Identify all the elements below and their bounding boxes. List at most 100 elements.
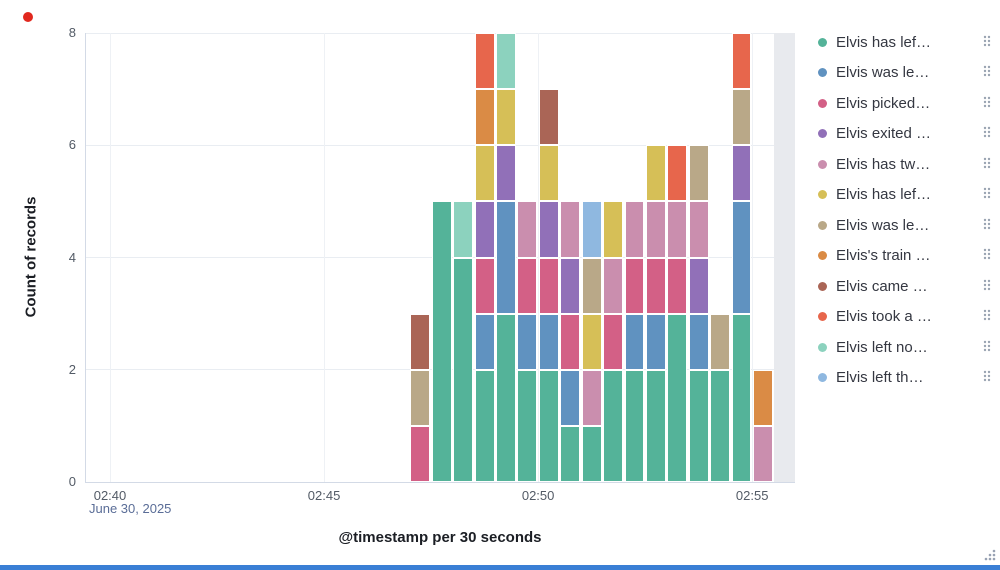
bar-segment[interactable] (731, 201, 752, 314)
legend-actions-button[interactable] (980, 154, 994, 175)
bar-segment[interactable] (581, 257, 602, 314)
bar-segment[interactable] (645, 313, 666, 370)
bar-segment[interactable] (410, 313, 431, 370)
legend-item[interactable]: Elvis left th… (818, 363, 994, 394)
bar-segment[interactable] (496, 89, 516, 146)
bar-segment[interactable] (517, 369, 538, 482)
bar-segment[interactable] (474, 369, 495, 482)
panel-resize-handle-icon[interactable] (981, 546, 997, 562)
bar-segment[interactable] (624, 313, 645, 370)
bar-segment[interactable] (538, 369, 559, 482)
bar-segment[interactable] (560, 257, 581, 314)
bar-segment[interactable] (731, 89, 752, 146)
legend-actions-button[interactable] (980, 62, 994, 83)
legend-actions-button[interactable] (980, 306, 994, 327)
legend-item[interactable]: Elvis was le… (818, 58, 994, 89)
bar-segment[interactable] (603, 201, 623, 258)
legend-actions-button[interactable] (980, 337, 994, 358)
bar-segment[interactable] (517, 313, 538, 370)
legend-item[interactable]: Elvis was le… (818, 210, 994, 241)
legend-actions-button[interactable] (980, 184, 994, 205)
bar-segment[interactable] (560, 313, 581, 370)
bar-segment[interactable] (496, 145, 516, 202)
bar-segment[interactable] (688, 145, 709, 202)
legend-actions-button[interactable] (980, 276, 994, 297)
legend-actions-button[interactable] (980, 32, 994, 53)
bar-segment[interactable] (410, 425, 431, 482)
bar-segment[interactable] (474, 257, 495, 314)
legend-actions-button[interactable] (980, 367, 994, 388)
bar-segment[interactable] (538, 257, 559, 314)
bar-segment[interactable] (645, 257, 666, 314)
bar-segment[interactable] (731, 313, 752, 482)
legend-item[interactable]: Elvis came … (818, 271, 994, 302)
legend-item[interactable]: Elvis took a … (818, 302, 994, 333)
legend-item[interactable]: Elvis has lef… (818, 180, 994, 211)
bar-segment[interactable] (431, 201, 452, 482)
bar-segment[interactable] (581, 369, 602, 426)
bar-segment[interactable] (624, 257, 645, 314)
bar-segment[interactable] (645, 369, 666, 482)
bar-segment[interactable] (688, 201, 709, 258)
bar-segment[interactable] (496, 313, 516, 482)
bar-segment[interactable] (517, 257, 538, 314)
legend-item[interactable]: Elvis left no… (818, 332, 994, 363)
bar-segment[interactable] (667, 257, 688, 314)
bar-segment[interactable] (667, 313, 688, 482)
bar-segment[interactable] (645, 201, 666, 258)
bar-segment[interactable] (731, 33, 752, 90)
bar-segment[interactable] (453, 257, 474, 482)
bar-segment[interactable] (538, 313, 559, 370)
bar-segment[interactable] (667, 201, 688, 258)
bar-segment[interactable] (538, 145, 559, 202)
bar-segment[interactable] (710, 369, 731, 482)
legend-series-dot (818, 159, 827, 169)
x-tick-label: 02:55 (735, 488, 769, 503)
bar-segment[interactable] (560, 369, 581, 426)
bar-segment[interactable] (688, 369, 709, 482)
bar-segment[interactable] (474, 201, 495, 258)
bar-segment[interactable] (731, 145, 752, 202)
bar-segment[interactable] (410, 369, 431, 426)
bar-segment[interactable] (474, 33, 495, 90)
bar-segment[interactable] (581, 313, 602, 370)
bar-segment[interactable] (474, 89, 495, 146)
bar-segment[interactable] (560, 425, 581, 482)
bar-segment[interactable] (581, 425, 602, 482)
x-gridline (752, 33, 754, 482)
bar-segment[interactable] (667, 145, 688, 202)
legend-actions-button[interactable] (980, 123, 994, 144)
bar-segment[interactable] (496, 33, 516, 90)
bar-segment[interactable] (474, 313, 495, 370)
bar-segment[interactable] (581, 201, 602, 258)
bar-segment[interactable] (496, 201, 516, 314)
bar-segment[interactable] (453, 201, 474, 258)
bar-segment[interactable] (603, 313, 623, 370)
legend-item[interactable]: Elvis's train … (818, 241, 994, 272)
bar-segment[interactable] (624, 201, 645, 258)
bar-segment[interactable] (603, 257, 623, 314)
bar-segment[interactable] (474, 145, 495, 202)
bar-segment[interactable] (560, 201, 581, 258)
recording-indicator-dot (23, 12, 33, 22)
bar-segment[interactable] (710, 313, 731, 370)
bar-segment[interactable] (688, 257, 709, 314)
legend-actions-button[interactable] (980, 245, 994, 266)
x-gridline (538, 33, 540, 482)
bar-segment[interactable] (603, 369, 623, 482)
legend-item[interactable]: Elvis has tw… (818, 149, 994, 180)
legend-item[interactable]: Elvis exited … (818, 119, 994, 150)
bar-segment[interactable] (538, 89, 559, 146)
bar-segment[interactable] (752, 369, 773, 426)
bar-segment[interactable] (538, 201, 559, 258)
legend-item[interactable]: Elvis has lef… (818, 27, 994, 58)
bar-segment[interactable] (645, 145, 666, 202)
legend-item[interactable]: Elvis picked… (818, 88, 994, 119)
legend-actions-button[interactable] (980, 93, 994, 114)
panel-resize-bar[interactable] (0, 565, 1000, 570)
bar-segment[interactable] (752, 425, 773, 482)
bar-segment[interactable] (517, 201, 538, 258)
bar-segment[interactable] (688, 313, 709, 370)
legend-actions-button[interactable] (980, 215, 994, 236)
bar-segment[interactable] (624, 369, 645, 482)
